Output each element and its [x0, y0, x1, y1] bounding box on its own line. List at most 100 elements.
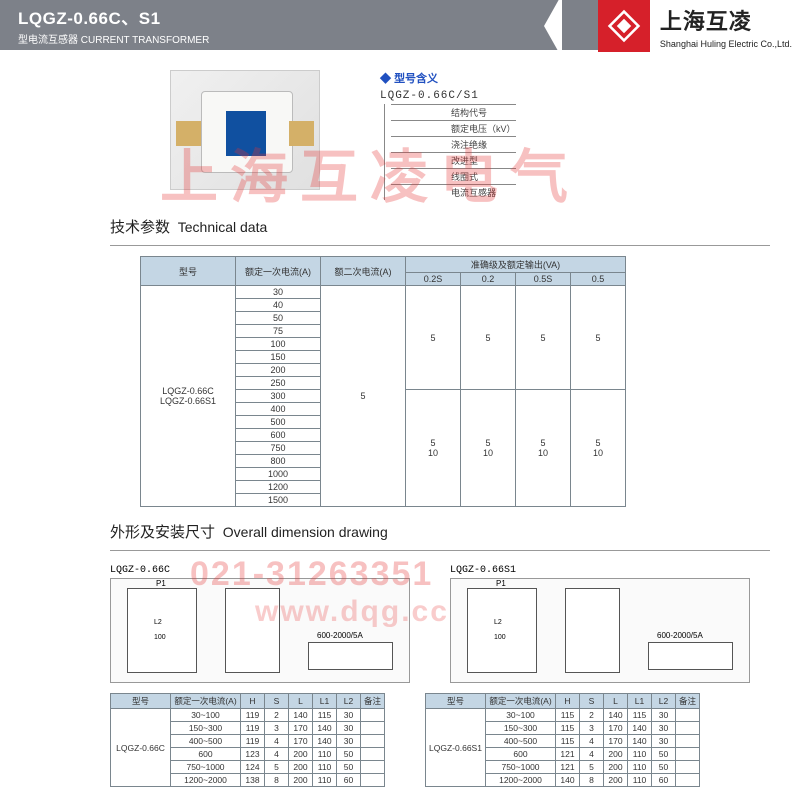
cell [676, 722, 700, 735]
cell: 119 [241, 722, 265, 735]
cell: 500 [236, 416, 321, 429]
logo-icon [598, 0, 650, 52]
cell [676, 709, 700, 722]
cell: 750 [236, 442, 321, 455]
dim-heading: 外形及安装尺寸 Overall dimension drawing [110, 521, 810, 542]
dimension-section: LQGZ-0.66C L2100 LQGZ-0.66S1 L2100 型号额定一… [0, 561, 810, 787]
cell-model: LQGZ-0.66S1 [426, 709, 486, 787]
cell: 30 [337, 722, 361, 735]
cell: 115 [556, 709, 580, 722]
model-subtitle: 型电流互感器 CURRENT TRANSFORMER [18, 31, 209, 46]
cell [676, 774, 700, 787]
mm-item: 浇注绝缘 [391, 136, 516, 152]
th: 0.2 [461, 273, 516, 286]
cell: 30 [236, 286, 321, 299]
cell: 510 [571, 390, 626, 507]
base-view [648, 642, 733, 670]
table-row: 型号额定一次电流(A)HSLL1L2备注 [426, 694, 700, 709]
cell: 4 [580, 748, 604, 761]
cell: 5 [461, 286, 516, 390]
mm-item: 结构代号 [391, 104, 516, 120]
cell [361, 774, 385, 787]
th-primary: 额定一次电流(A) [236, 257, 321, 286]
tech-heading: 技术参数 Technical data [110, 216, 810, 237]
cell: 75 [236, 325, 321, 338]
cell: 123 [241, 748, 265, 761]
dimension-table-1: 型号额定一次电流(A)HSLL1L2备注LQGZ-0.66C30~1001192… [110, 693, 385, 787]
cell: 600 [486, 748, 556, 761]
intro-section: 型号含义 LQGZ-0.66C/S1 结构代号 额定电压（kV） 浇注绝缘 改进… [0, 50, 810, 210]
cell: 30 [652, 709, 676, 722]
cell: 140 [628, 735, 652, 748]
cell [361, 761, 385, 774]
cell: 50 [236, 312, 321, 325]
cell: 140 [289, 709, 313, 722]
th: L [604, 694, 628, 709]
cell [676, 761, 700, 774]
product-tab-right [289, 121, 314, 146]
cell: 200 [604, 761, 628, 774]
cell: 110 [628, 748, 652, 761]
drawing-left: LQGZ-0.66C L2100 [110, 565, 410, 683]
cell: 115 [628, 709, 652, 722]
cell: 750~1000 [486, 761, 556, 774]
cell: 110 [313, 748, 337, 761]
cell-secondary: 5 [321, 286, 406, 507]
table-row: LQGZ-0.66C30~100119214011530 [111, 709, 385, 722]
cell: 30~100 [486, 709, 556, 722]
product-photo [170, 70, 320, 190]
model-meaning-list: 结构代号 额定电压（kV） 浇注绝缘 改进型 线圈式 电流互感器 [384, 104, 516, 200]
model-meaning: 型号含义 LQGZ-0.66C/S1 结构代号 额定电压（kV） 浇注绝缘 改进… [380, 70, 516, 200]
drawing-label: LQGZ-0.66S1 [450, 565, 750, 576]
model-code: LQGZ-0.66C/S1 [380, 90, 516, 102]
th: 额定一次电流(A) [171, 694, 241, 709]
cell: 5 [406, 286, 461, 390]
drawing-box: L2100 [450, 578, 750, 683]
cell: 140 [604, 709, 628, 722]
cell: 115 [556, 735, 580, 748]
cell: 30 [652, 722, 676, 735]
cell: 3 [580, 722, 604, 735]
front-view: L2100 [127, 588, 197, 673]
table-row: LQGZ-0.66S130~100115214011530 [426, 709, 700, 722]
cell: 121 [556, 761, 580, 774]
cell: 50 [652, 761, 676, 774]
cell: 800 [236, 455, 321, 468]
mm-item: 电流互感器 [391, 184, 516, 200]
th: S [580, 694, 604, 709]
th-secondary: 额二次电流(A) [321, 257, 406, 286]
th: L1 [313, 694, 337, 709]
cell [676, 735, 700, 748]
cell: 170 [289, 722, 313, 735]
brand-cn: 上海互凌 [660, 4, 792, 36]
th: H [241, 694, 265, 709]
th: 0.2S [406, 273, 461, 286]
th: 0.5 [571, 273, 626, 286]
cell: 4 [580, 735, 604, 748]
cell: 138 [241, 774, 265, 787]
header-notch [544, 0, 562, 58]
cell: 5 [516, 286, 571, 390]
cell: 1200~2000 [486, 774, 556, 787]
technical-data-table: 型号 额定一次电流(A) 额二次电流(A) 准确级及额定输出(VA) 0.2S … [140, 256, 626, 507]
cell: 115 [556, 722, 580, 735]
cell: 200 [289, 761, 313, 774]
cell: 30 [337, 735, 361, 748]
cell: 3 [265, 722, 289, 735]
cell: 124 [241, 761, 265, 774]
drawings-row: LQGZ-0.66C L2100 LQGZ-0.66S1 L2100 [90, 565, 770, 683]
cell: 50 [337, 748, 361, 761]
cell: 140 [313, 735, 337, 748]
th: 型号 [111, 694, 171, 709]
divider [110, 550, 770, 551]
cell: 5 [580, 761, 604, 774]
cell: 400~500 [171, 735, 241, 748]
cell: 8 [580, 774, 604, 787]
product-tab-left [176, 121, 201, 146]
cell: 140 [556, 774, 580, 787]
cell: 200 [289, 748, 313, 761]
cell: 600 [236, 429, 321, 442]
cell: 110 [313, 761, 337, 774]
dimension-table-2: 型号额定一次电流(A)HSLL1L2备注LQGZ-0.66S130~100115… [425, 693, 700, 787]
header-title-block: LQGZ-0.66C、S1 型电流互感器 CURRENT TRANSFORMER [0, 4, 209, 46]
